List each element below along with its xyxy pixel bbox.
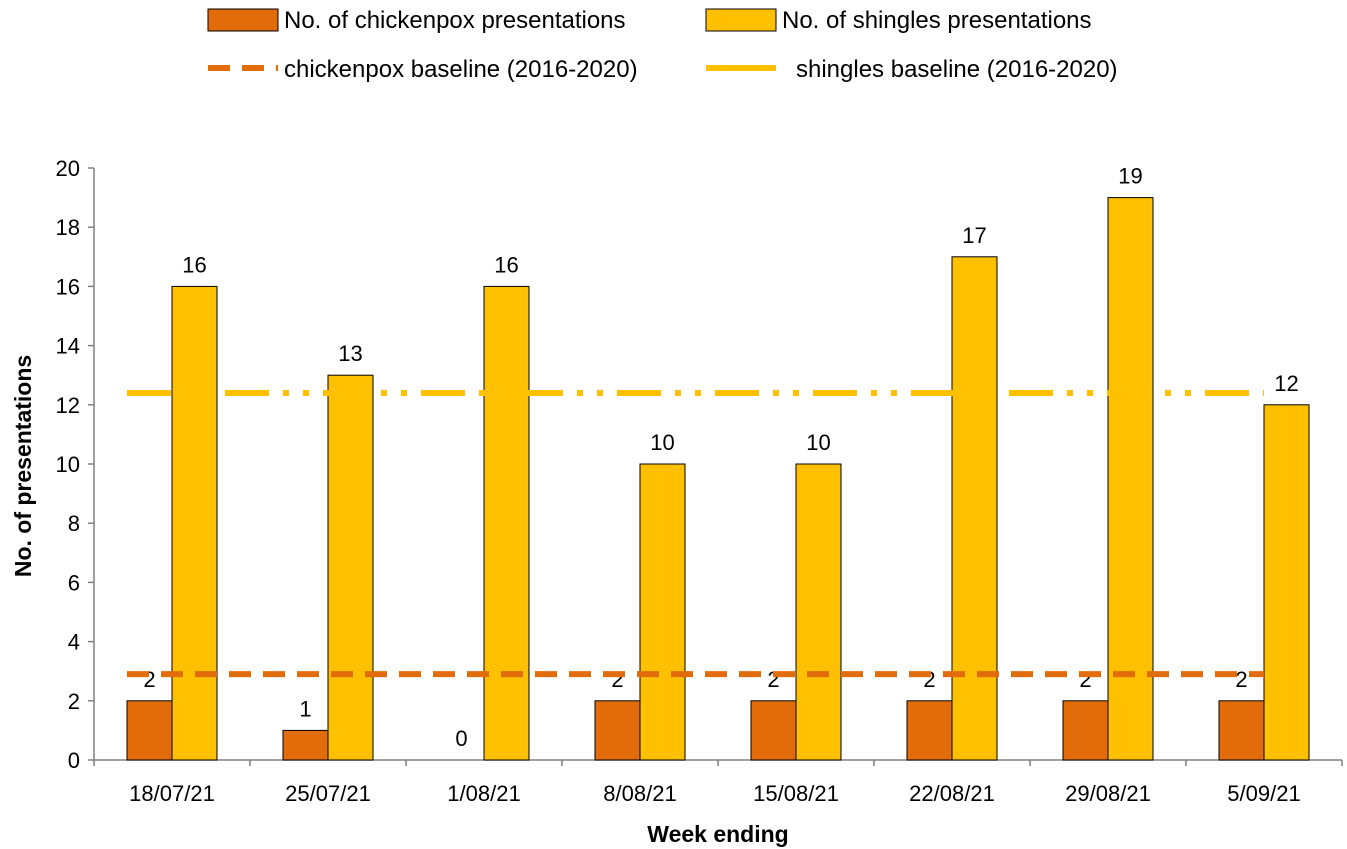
bar-chickenpox xyxy=(750,700,797,761)
x-tick-label: 1/08/21 xyxy=(447,781,520,806)
data-label-shingles: 19 xyxy=(1118,164,1142,189)
legend-swatch-chickenpox xyxy=(207,8,279,32)
data-label-chickenpox: 1 xyxy=(299,696,311,721)
x-tick-label: 29/08/21 xyxy=(1065,781,1151,806)
data-label-shingles: 10 xyxy=(806,430,830,455)
legend-label-shingles: No. of shingles presentations xyxy=(782,7,1092,34)
bar-chickenpox xyxy=(594,700,641,761)
y-tick-label: 20 xyxy=(56,156,80,181)
bar-shingles xyxy=(171,285,218,761)
x-tick-label: 22/08/21 xyxy=(909,781,995,806)
data-label-shingles: 16 xyxy=(182,252,206,277)
y-axis-title: No. of presentations xyxy=(10,355,36,577)
bar-shingles xyxy=(795,463,842,761)
x-tick-label: 5/09/21 xyxy=(1227,781,1300,806)
data-label-chickenpox: 2 xyxy=(1079,667,1091,692)
bar-shingles xyxy=(639,463,686,761)
bar-chickenpox xyxy=(1062,700,1109,761)
bar-chickenpox xyxy=(1218,700,1265,761)
data-label-shingles: 12 xyxy=(1274,371,1298,396)
y-tick-label: 12 xyxy=(56,393,80,418)
bar-shingles xyxy=(327,374,374,761)
y-tick-label: 6 xyxy=(68,570,80,595)
y-tick-label: 4 xyxy=(68,630,80,655)
data-label-shingles: 17 xyxy=(962,223,986,248)
y-tick-label: 8 xyxy=(68,511,80,536)
legend-swatch-shingles xyxy=(705,8,777,32)
bar-chickenpox xyxy=(906,700,953,761)
legend: No. of chickenpox presentations No. of s… xyxy=(207,7,1118,83)
y-tick-label: 18 xyxy=(56,215,80,240)
data-label-chickenpox: 2 xyxy=(923,667,935,692)
data-label-shingles: 13 xyxy=(338,341,362,366)
bar-shingles xyxy=(951,256,998,761)
data-label-shingles: 10 xyxy=(650,430,674,455)
x-tick-label: 8/08/21 xyxy=(603,781,676,806)
x-tick-label: 15/08/21 xyxy=(753,781,839,806)
data-label-shingles: 16 xyxy=(494,252,518,277)
data-label-chickenpox: 2 xyxy=(767,667,779,692)
legend-label-chickenpox-baseline: chickenpox baseline (2016-2020) xyxy=(284,56,638,83)
bar-chickenpox xyxy=(126,700,173,761)
bar-chickenpox xyxy=(282,729,329,761)
x-axis-title: Week ending xyxy=(647,821,788,847)
data-label-chickenpox: 2 xyxy=(143,667,155,692)
data-label-chickenpox: 2 xyxy=(611,667,623,692)
y-tick-label: 0 xyxy=(68,748,80,773)
y-tick-label: 2 xyxy=(68,689,80,714)
y-tick-label: 14 xyxy=(56,334,80,359)
data-label-chickenpox: 0 xyxy=(455,726,467,751)
x-tick-label: 18/07/21 xyxy=(129,781,215,806)
plot-area: 0 2 4 6 8 10 12 14 16 18 20 2 16 18/07/21 1 13 25/07/21 0… xyxy=(56,156,1343,806)
y-tick-label: 10 xyxy=(56,452,80,477)
x-tick-label: 25/07/21 xyxy=(285,781,371,806)
bar-shingles xyxy=(483,285,530,761)
y-tick-label: 16 xyxy=(56,274,80,299)
bar-shingles xyxy=(1263,404,1310,761)
legend-label-shingles-baseline: shingles baseline (2016-2020) xyxy=(796,56,1118,83)
bar-shingles xyxy=(1107,197,1154,761)
legend-label-chickenpox: No. of chickenpox presentations xyxy=(284,7,626,34)
data-label-chickenpox: 2 xyxy=(1235,667,1247,692)
